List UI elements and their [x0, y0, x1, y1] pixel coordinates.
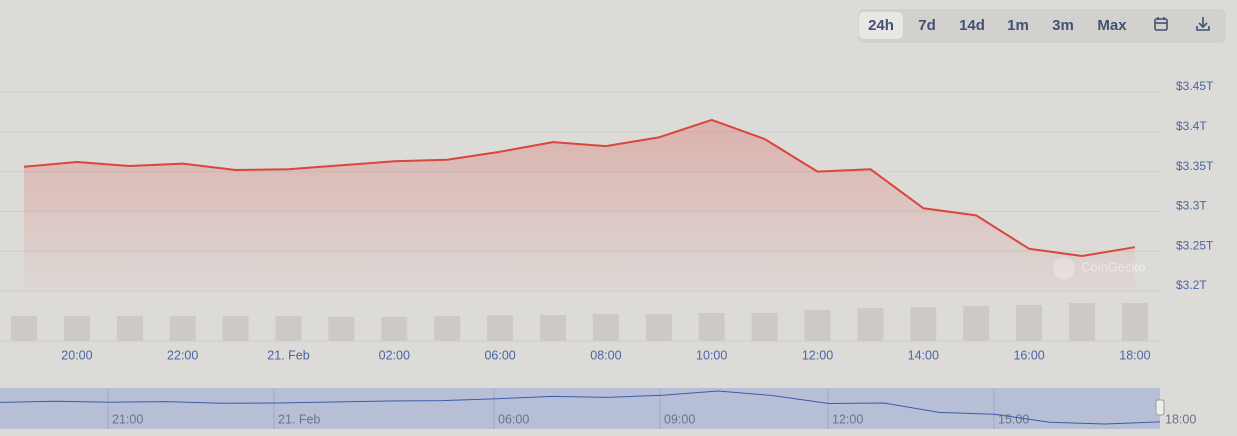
volume-bar — [222, 316, 249, 341]
x-tick-label: 20:00 — [61, 348, 92, 362]
navigator-handle[interactable] — [1155, 399, 1165, 416]
calendar-icon[interactable] — [1154, 17, 1168, 31]
range-button[interactable]: 7d — [918, 17, 936, 34]
x-tick-label: 14:00 — [908, 348, 939, 362]
range-button[interactable]: 1m — [1007, 17, 1029, 34]
navigator-line — [0, 390, 1161, 425]
volume-bar — [698, 313, 725, 341]
y-tick-label: $3.4T — [1176, 119, 1207, 133]
volume-bar — [487, 315, 514, 341]
range-button[interactable]: 14d — [959, 17, 985, 34]
volume-bar — [645, 314, 672, 341]
x-tick-label: 08:00 — [590, 348, 621, 362]
range-button[interactable]: 24h — [868, 17, 894, 34]
x-tick-label: 22:00 — [167, 348, 198, 362]
navigator-label: 18:00 — [1165, 412, 1196, 426]
volume-bar — [1121, 303, 1148, 341]
volume-bar — [169, 316, 196, 341]
volume-bar — [381, 317, 408, 341]
x-tick-label: 21. Feb — [267, 348, 309, 362]
line — [23, 118, 1136, 257]
x-tick-label: 12:00 — [802, 348, 833, 362]
y-tick-label: $3.25T — [1176, 238, 1214, 252]
navigator-label: 15:00 — [998, 412, 1029, 426]
navigator[interactable] — [0, 388, 1160, 429]
volume-bar — [540, 315, 566, 341]
navigator-label: 09:00 — [664, 412, 695, 426]
volume-bar — [275, 316, 302, 341]
volume-bar — [751, 313, 778, 341]
y-tick-label: $3.2T — [1176, 278, 1207, 292]
download-icon[interactable] — [1196, 17, 1210, 31]
y-tick-label: $3.3T — [1176, 199, 1207, 213]
volume-bar — [11, 316, 37, 341]
x-tick-label: 02:00 — [379, 348, 410, 362]
active-button-bg — [859, 12, 903, 39]
area — [24, 119, 1135, 292]
range-button[interactable]: Max — [1097, 17, 1127, 34]
volume-bar — [592, 314, 619, 341]
volume-bar — [963, 306, 990, 341]
volume-bar — [63, 316, 90, 341]
y-tick-label: $3.35T — [1176, 159, 1214, 173]
navigator-label: 21:00 — [112, 412, 143, 426]
x-tick-label: 16:00 — [1013, 348, 1044, 362]
x-tick-label: 18:00 — [1119, 348, 1150, 362]
range-button[interactable]: 3m — [1052, 17, 1074, 34]
volume-bar — [1069, 303, 1095, 341]
navigator-label: 06:00 — [498, 412, 529, 426]
volume-bar — [116, 316, 143, 341]
volume-bar — [1016, 305, 1043, 341]
x-tick-label: 06:00 — [484, 348, 515, 362]
volume-bar — [857, 308, 884, 341]
navigator-label: 21. Feb — [278, 412, 320, 426]
volume-bar — [434, 316, 461, 341]
volume-bar — [804, 310, 831, 341]
navigator-label: 12:00 — [832, 412, 863, 426]
volume-bar — [328, 317, 355, 341]
volume-bar — [910, 307, 937, 341]
y-tick-label: $3.45T — [1176, 79, 1214, 93]
x-tick-label: 10:00 — [696, 348, 727, 362]
range-selector — [858, 9, 1226, 43]
